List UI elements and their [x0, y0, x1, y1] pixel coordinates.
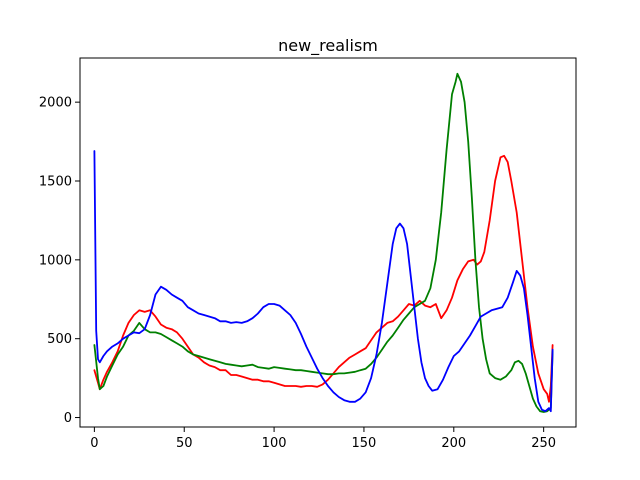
series-line-1 [93, 72, 554, 413]
x-tick-label: 150 [352, 436, 377, 451]
y-axis: 0 500 1000 1500 2000 [39, 96, 80, 426]
plot-area [79, 57, 577, 428]
x-tick-label: 250 [531, 436, 556, 451]
y-tick-label: 0 [64, 411, 72, 426]
series-line-0 [93, 154, 554, 403]
y-tick-label: 2000 [39, 96, 72, 111]
y-tick-label: 500 [47, 332, 72, 347]
x-tick-label: 100 [262, 436, 287, 451]
y-tick-label: 1000 [39, 253, 72, 268]
x-tick-label: 0 [90, 436, 98, 451]
x-axis: 0 50 100 150 200 250 [90, 427, 556, 451]
chart-title: new_realism [278, 36, 378, 56]
x-tick-label: 50 [176, 436, 193, 451]
axes-frame [79, 57, 577, 428]
series-line-2 [93, 150, 554, 413]
x-tick-label: 200 [441, 436, 466, 451]
y-tick-label: 1500 [39, 175, 72, 190]
